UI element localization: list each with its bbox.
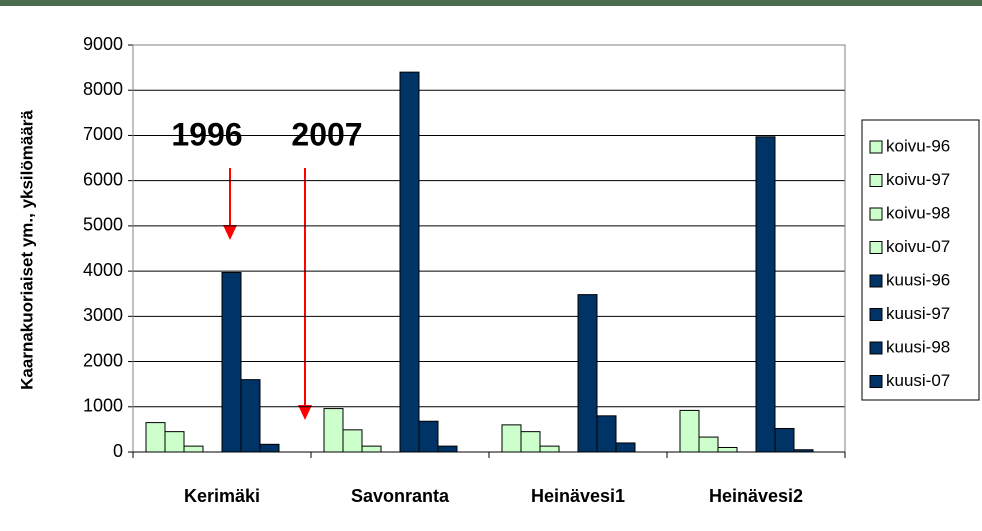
bar — [323, 408, 344, 453]
y-tick-label: 4000 — [83, 260, 123, 280]
legend-label: koivu-96 — [886, 136, 950, 155]
legend-swatch — [869, 241, 883, 254]
legend-label: kuusi-96 — [886, 270, 950, 289]
y-axis-label: Kaarnakuoriaiset ym., yksilömäärä — [17, 110, 36, 390]
bar — [240, 379, 261, 453]
legend-swatch — [869, 274, 883, 288]
bar — [437, 445, 458, 453]
x-tick-label: Kerimäki — [184, 486, 260, 506]
bar — [145, 422, 166, 453]
y-tick-label: 0 — [113, 441, 123, 461]
y-tick-label: 3000 — [83, 305, 123, 325]
arrow-head — [223, 225, 237, 240]
legend-label: koivu-07 — [886, 237, 950, 256]
bar — [399, 71, 420, 453]
bar — [717, 446, 738, 453]
legend-swatch — [869, 140, 883, 154]
bar — [577, 294, 598, 453]
annotation: 1996 — [171, 116, 242, 152]
bar — [418, 420, 439, 453]
legend-label: koivu-98 — [886, 203, 950, 222]
bar — [539, 445, 560, 453]
bar — [774, 427, 795, 453]
legend-label: kuusi-07 — [886, 371, 950, 390]
y-tick-label: 8000 — [83, 79, 123, 99]
bar — [596, 415, 617, 453]
legend-swatch — [869, 174, 883, 187]
top-border — [0, 0, 982, 6]
y-tick-label: 1000 — [83, 396, 123, 416]
arrow-head — [298, 405, 312, 420]
bar — [501, 424, 522, 453]
legend-label: koivu-97 — [886, 170, 950, 189]
y-tick-label: 9000 — [83, 34, 123, 54]
bar — [698, 436, 719, 453]
bar — [361, 445, 382, 453]
legend-swatch — [869, 341, 883, 355]
bar — [755, 136, 776, 453]
legend-swatch — [869, 375, 883, 388]
x-tick-label: Savonranta — [351, 486, 450, 506]
legend-label: kuusi-97 — [886, 304, 950, 323]
legend-swatch — [869, 308, 883, 321]
bar — [259, 443, 280, 453]
legend-swatch — [869, 207, 883, 221]
bar — [615, 442, 636, 453]
bar — [164, 431, 185, 453]
bar — [520, 431, 541, 453]
x-tick-label: Heinävesi2 — [709, 486, 803, 506]
x-tick-label: Heinävesi1 — [531, 486, 625, 506]
bar — [793, 449, 814, 453]
y-tick-label: 7000 — [83, 124, 123, 144]
legend-label: kuusi-98 — [886, 337, 950, 356]
y-tick-label: 5000 — [83, 215, 123, 235]
bar — [342, 429, 363, 453]
y-tick-label: 6000 — [83, 169, 123, 189]
annotation: 2007 — [291, 116, 362, 152]
bar — [183, 445, 204, 453]
bar — [221, 271, 242, 453]
bar — [679, 409, 700, 453]
legend-box — [861, 119, 980, 401]
y-tick-label: 2000 — [83, 350, 123, 370]
